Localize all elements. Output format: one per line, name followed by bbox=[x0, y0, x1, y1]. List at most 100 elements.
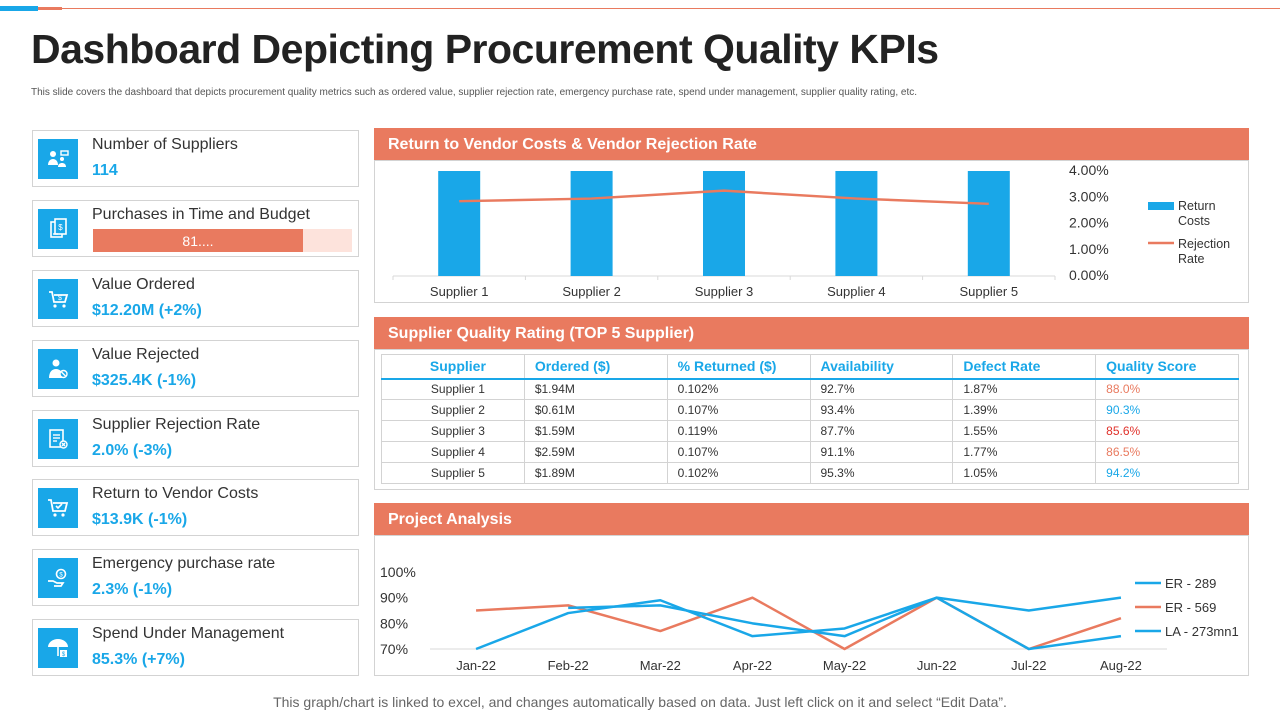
person-reject-icon bbox=[38, 349, 78, 389]
y2-tick-label: 3.00% bbox=[1069, 188, 1109, 204]
table-row: Supplier 2 $0.61M 0.107% 93.4% 1.39% 90.… bbox=[381, 399, 1239, 421]
legend-label: LA - 273mn1 bbox=[1165, 624, 1239, 639]
legend-label: ER - 569 bbox=[1165, 600, 1216, 615]
kpi-return-to-vendor-costs: Return to Vendor Costs $13.9K (-1%) bbox=[32, 479, 359, 536]
vendor-chart-header: Return to Vendor Costs & Vendor Rejectio… bbox=[374, 128, 1249, 160]
quality-table-header: Supplier Quality Rating (TOP 5 Supplier) bbox=[374, 317, 1249, 349]
y-tick-label: 90% bbox=[380, 590, 408, 606]
legend-label: ER - 289 bbox=[1165, 576, 1216, 591]
cell-returned: 0.107% bbox=[666, 441, 811, 463]
kpi-label: Return to Vendor Costs bbox=[92, 485, 259, 502]
cell-returned: 0.119% bbox=[666, 420, 811, 442]
footer-note: This graph/chart is linked to excel, and… bbox=[273, 694, 1007, 710]
cell-defect-rate: 1.05% bbox=[952, 462, 1097, 484]
kpi-value: $12.20M (+2%) bbox=[92, 302, 202, 319]
column-header: Defect Rate bbox=[952, 354, 1097, 380]
kpi-label: Purchases in Time and Budget bbox=[92, 206, 310, 223]
cell-ordered: $1.59M bbox=[523, 420, 668, 442]
cell-returned: 0.107% bbox=[666, 399, 811, 421]
y-tick-label: 100% bbox=[380, 564, 416, 580]
progress-bar: 81.... bbox=[93, 229, 352, 252]
column-header: Ordered ($) bbox=[524, 354, 668, 380]
legend-label-return-costs: Return bbox=[1178, 199, 1216, 213]
kpi-purchases-in-time-and-budget: $ Purchases in Time and Budget 81.... bbox=[32, 200, 359, 257]
cart-dollar-icon: $ bbox=[38, 279, 78, 319]
project-chart: 100% 90% 80% 70% Jan-22 Feb-22 Mar-22 Apr-22 May… bbox=[380, 564, 1239, 673]
series-line-er-569 bbox=[475, 596, 1122, 651]
y2-tick-label: 1.00% bbox=[1069, 241, 1109, 257]
column-header: Supplier bbox=[381, 354, 525, 380]
table-row: Supplier 1 $1.94M 0.102% 92.7% 1.87% 88.… bbox=[381, 378, 1239, 400]
progress-bar-label: 81.... bbox=[182, 233, 214, 249]
progress-bar-fill bbox=[93, 229, 303, 252]
cell-supplier: Supplier 4 bbox=[381, 441, 525, 463]
cart-check-icon bbox=[38, 488, 78, 528]
kpi-value-ordered: $ Value Ordered $12.20M (+2%) bbox=[32, 270, 359, 327]
cell-supplier: Supplier 1 bbox=[381, 378, 525, 400]
y2-tick-label: 2.00% bbox=[1069, 215, 1109, 231]
cell-ordered: $1.94M bbox=[523, 378, 668, 400]
cell-returned: 0.102% bbox=[666, 378, 811, 400]
kpi-spend-under-management: $ Spend Under Management 85.3% (+7%) bbox=[32, 619, 359, 676]
svg-text:$: $ bbox=[59, 573, 63, 579]
x-tick-label: Feb-22 bbox=[548, 658, 589, 673]
document-reject-icon bbox=[38, 419, 78, 459]
top-divider bbox=[0, 8, 1280, 9]
y-tick-label: 70% bbox=[380, 641, 408, 657]
cell-quality-score: 94.2% bbox=[1095, 462, 1239, 484]
cell-defect-rate: 1.77% bbox=[952, 441, 1097, 463]
cell-ordered: $2.59M bbox=[523, 441, 668, 463]
bar-return-costs bbox=[570, 171, 613, 276]
table-row: Supplier 3 $1.59M 0.119% 87.7% 1.55% 85.… bbox=[381, 420, 1239, 442]
kpi-value: 114 bbox=[92, 162, 118, 179]
cell-quality-score: 88.0% bbox=[1095, 378, 1239, 400]
table-row: Supplier 5 $1.89M 0.102% 95.3% 1.05% 94.… bbox=[381, 462, 1239, 484]
umbrella-money-icon: $ bbox=[38, 628, 78, 668]
x-tick-label: Supplier 3 bbox=[695, 284, 754, 299]
kpi-supplier-rejection-rate: Supplier Rejection Rate 2.0% (-3%) bbox=[32, 410, 359, 467]
top-accent-orange bbox=[38, 7, 62, 10]
cell-availability: 95.3% bbox=[809, 462, 954, 484]
vendor-chart-panel: Supplier 1 Supplier 2 Supplier 3 Supplier 4… bbox=[374, 160, 1249, 303]
budget-icon: $ bbox=[38, 209, 78, 249]
x-tick-label: Supplier 1 bbox=[430, 284, 489, 299]
cell-supplier: Supplier 3 bbox=[381, 420, 525, 442]
kpi-value: 85.3% (+7%) bbox=[92, 651, 185, 668]
kpi-value: $13.9K (-1%) bbox=[92, 511, 188, 528]
cell-defect-rate: 1.87% bbox=[952, 378, 1097, 400]
cell-availability: 87.7% bbox=[809, 420, 954, 442]
x-tick-label: Aug-22 bbox=[1100, 658, 1142, 673]
legend-label-rejection-rate: Rejection bbox=[1178, 237, 1230, 251]
y-tick-label: 80% bbox=[380, 615, 408, 631]
kpi-value: 2.0% (-3%) bbox=[92, 442, 173, 459]
x-tick-label: Supplier 4 bbox=[827, 284, 886, 299]
kpi-number-of-suppliers: Number of Suppliers 114 bbox=[32, 130, 359, 187]
x-tick-label: Jul-22 bbox=[1011, 658, 1046, 673]
suppliers-icon bbox=[38, 139, 78, 179]
kpi-value: 2.3% (-1%) bbox=[92, 581, 173, 598]
legend-swatch-return-costs bbox=[1148, 202, 1174, 210]
table-row: Supplier 4 $2.59M 0.107% 91.1% 1.77% 86.… bbox=[381, 441, 1239, 463]
top-accent-blue bbox=[0, 6, 38, 11]
hand-coin-icon: $ bbox=[38, 558, 78, 598]
bar-return-costs bbox=[703, 171, 745, 276]
x-tick-label: Jan-22 bbox=[456, 658, 496, 673]
kpi-label: Number of Suppliers bbox=[92, 136, 238, 153]
project-chart-panel: 100% 90% 80% 70% Jan-22 Feb-22 Mar-22 Apr-22 May… bbox=[374, 535, 1249, 676]
series-line-la-273mn1 bbox=[568, 596, 1122, 651]
page-title: Dashboard Depicting Procurement Quality … bbox=[31, 26, 939, 72]
bar-return-costs bbox=[967, 171, 1010, 276]
kpi-value-rejected: Value Rejected $325.4K (-1%) bbox=[32, 340, 359, 397]
kpi-label: Value Ordered bbox=[92, 276, 195, 293]
series-line-er-289 bbox=[475, 596, 1122, 651]
x-tick-label: Jun-22 bbox=[917, 658, 957, 673]
svg-text:$: $ bbox=[62, 652, 66, 658]
cell-availability: 91.1% bbox=[809, 441, 954, 463]
column-header: Quality Score bbox=[1095, 354, 1239, 380]
cell-ordered: $0.61M bbox=[523, 399, 668, 421]
vendor-chart: Supplier 1 Supplier 2 Supplier 3 Supplier 4… bbox=[392, 162, 1230, 299]
line-rejection-rate bbox=[459, 189, 989, 206]
cell-availability: 92.7% bbox=[809, 378, 954, 400]
cell-ordered: $1.89M bbox=[523, 462, 668, 484]
page-subtitle: This slide covers the dashboard that dep… bbox=[31, 87, 918, 98]
